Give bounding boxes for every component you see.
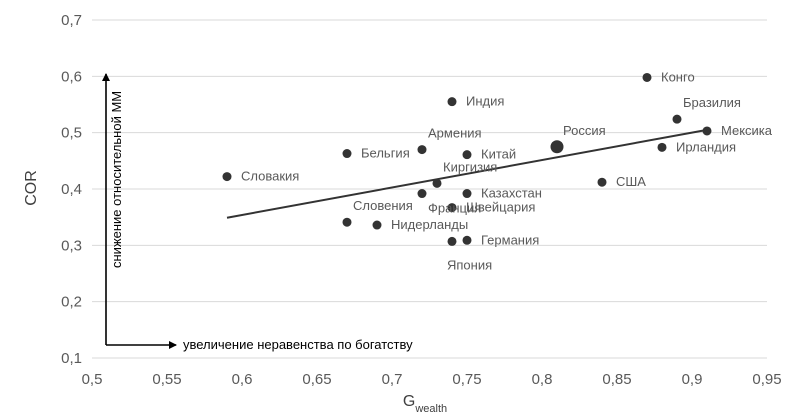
point-label: Франция bbox=[428, 201, 481, 216]
y-tick-label: 0,2 bbox=[61, 294, 82, 311]
vertical-arrow-label: снижение относительной ММ bbox=[109, 91, 124, 268]
trendline bbox=[226, 128, 708, 219]
point-label: Китай bbox=[481, 147, 516, 162]
x-tick-label: 0,5 bbox=[82, 371, 103, 388]
x-tick-label: 0,95 bbox=[752, 371, 781, 388]
point-labels: Словакия Бельгия Словения Нидерланды Армения… bbox=[241, 69, 773, 272]
x-axis-title-main: G bbox=[403, 393, 415, 410]
point-label: Словакия bbox=[241, 169, 299, 184]
data-point bbox=[417, 145, 427, 155]
horizontal-arrow-label: увеличение неравенства по богатству bbox=[183, 337, 413, 352]
point-label: Конго bbox=[661, 69, 695, 84]
point-label: Бразилия bbox=[683, 95, 741, 110]
y-tick-label: 0,3 bbox=[61, 237, 82, 254]
x-tick-label: 0,65 bbox=[302, 371, 331, 388]
y-tick-label: 0,7 bbox=[61, 12, 82, 29]
y-tick-label: 0,5 bbox=[61, 125, 82, 142]
y-tick-label: 0,4 bbox=[61, 181, 82, 198]
y-axis-title: COR bbox=[23, 170, 40, 206]
data-point bbox=[447, 203, 457, 213]
data-point bbox=[462, 150, 472, 160]
data-point bbox=[432, 178, 442, 188]
y-axis-ticks: 0,1 0,2 0,3 0,4 0,5 0,6 0,7 bbox=[61, 12, 82, 367]
data-point bbox=[342, 149, 352, 159]
data-point bbox=[642, 72, 652, 82]
x-tick-label: 0,55 bbox=[152, 371, 181, 388]
data-point bbox=[447, 236, 457, 246]
data-point bbox=[462, 235, 472, 245]
data-point bbox=[447, 97, 457, 107]
data-point bbox=[550, 140, 564, 154]
point-label: США bbox=[616, 174, 646, 189]
point-label: Швейцария bbox=[466, 200, 535, 215]
point-label: Бельгия bbox=[361, 146, 410, 161]
data-point bbox=[702, 126, 712, 136]
x-axis-ticks: 0,5 0,55 0,6 0,65 0,7 0,75 0,8 0,85 0,9 0,95 bbox=[82, 371, 782, 388]
gridlines bbox=[92, 19, 767, 359]
y-tick-label: 0,1 bbox=[61, 350, 82, 367]
x-axis-title: Gwealth bbox=[403, 393, 447, 415]
x-tick-label: 0,75 bbox=[452, 371, 481, 388]
x-tick-label: 0,6 bbox=[232, 371, 253, 388]
data-point bbox=[597, 177, 607, 187]
x-tick-label: 0,9 bbox=[682, 371, 703, 388]
x-tick-label: 0,85 bbox=[602, 371, 631, 388]
x-tick-label: 0,8 bbox=[532, 371, 553, 388]
data-point bbox=[372, 220, 382, 230]
x-tick-label: 0,7 bbox=[382, 371, 403, 388]
point-label: Индия bbox=[466, 94, 504, 109]
data-point bbox=[672, 114, 682, 124]
point-label: Киргизия bbox=[443, 159, 497, 174]
point-label: Казахстан bbox=[481, 186, 542, 201]
point-label: Нидерланды bbox=[391, 217, 468, 232]
x-axis-title-subscript: wealth bbox=[414, 403, 447, 415]
y-tick-label: 0,6 bbox=[61, 68, 82, 85]
data-point bbox=[417, 189, 427, 199]
data-point bbox=[657, 142, 667, 152]
data-point bbox=[222, 172, 232, 182]
point-label: Россия bbox=[563, 123, 606, 138]
data-point bbox=[342, 217, 352, 227]
point-label: Словения bbox=[353, 198, 413, 213]
point-label: Япония bbox=[447, 257, 492, 272]
point-label: Армения bbox=[428, 126, 482, 141]
point-label: Ирландия bbox=[676, 139, 736, 154]
point-label: Германия bbox=[481, 232, 539, 247]
point-label: Мексика bbox=[721, 123, 773, 138]
data-points bbox=[222, 72, 712, 246]
data-point bbox=[462, 189, 472, 199]
